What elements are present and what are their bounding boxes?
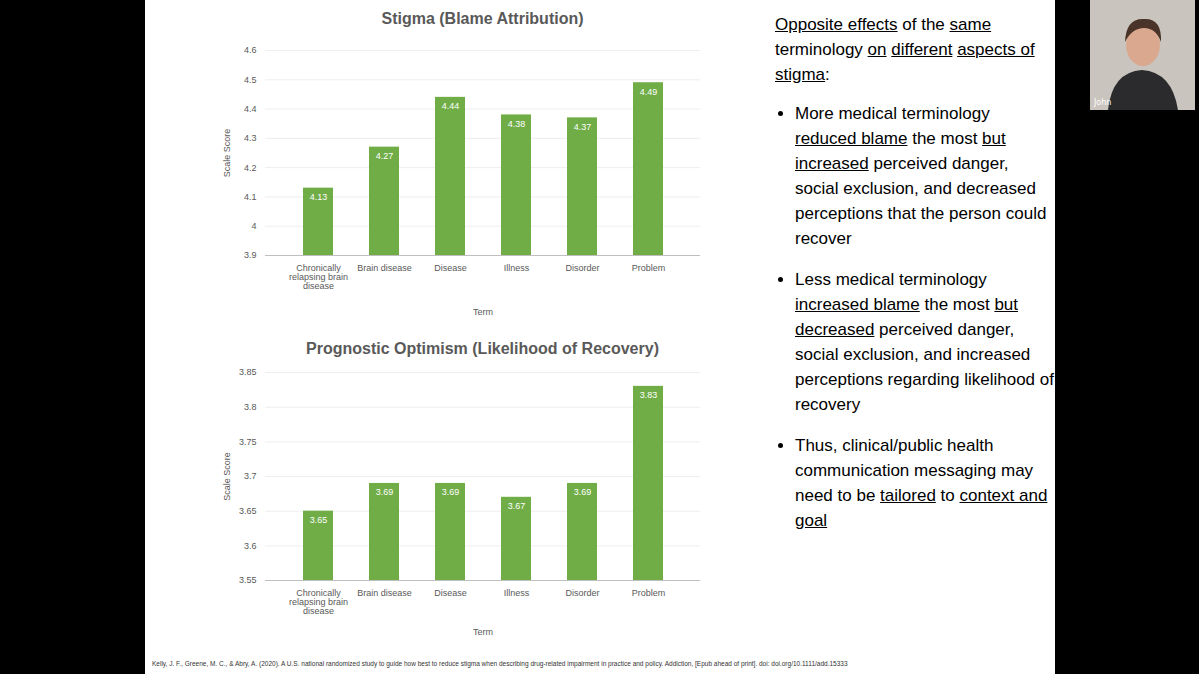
svg-text:Disease: Disease xyxy=(434,588,467,598)
svg-text:3.69: 3.69 xyxy=(574,487,592,497)
svg-text:4.6: 4.6 xyxy=(244,45,257,55)
svg-text:4.44: 4.44 xyxy=(442,101,460,111)
svg-text:4.27: 4.27 xyxy=(376,151,394,161)
svg-text:3.65: 3.65 xyxy=(239,506,257,516)
svg-text:4.3: 4.3 xyxy=(244,133,257,143)
svg-text:3.83: 3.83 xyxy=(640,390,658,400)
svg-text:3.6: 3.6 xyxy=(244,541,257,551)
svg-text:4.13: 4.13 xyxy=(310,192,328,202)
svg-text:Term: Term xyxy=(473,307,493,317)
svg-text:3.85: 3.85 xyxy=(239,367,257,377)
html-text:reduced blame the most but inc: reduced blame the most but increased per… xyxy=(795,129,1047,248)
svg-text:4.37: 4.37 xyxy=(574,122,592,132)
html-text:More medical terminology: More medical terminology xyxy=(795,104,990,123)
svg-text:Disorder: Disorder xyxy=(565,588,599,598)
svg-text:Chronicallyrelapsing braindise: Chronicallyrelapsing braindisease xyxy=(289,263,348,291)
html-text:Prognostic Optimism (Likelihoo: Prognostic Optimism (Likelihood of Recov… xyxy=(306,340,659,357)
svg-text:Chronicallyrelapsing braindise: Chronicallyrelapsing braindisease xyxy=(289,588,348,616)
svg-text:4: 4 xyxy=(251,221,256,231)
svg-text:4.5: 4.5 xyxy=(244,75,257,85)
html-text:Kelly, J. F., Greene, M. C., &: Kelly, J. F., Greene, M. C., & Abry, A. … xyxy=(152,660,848,667)
svg-text:3.69: 3.69 xyxy=(376,487,394,497)
svg-text:3.75: 3.75 xyxy=(239,437,257,447)
svg-text:Problem: Problem xyxy=(632,263,666,273)
html-text:John: John xyxy=(1094,98,1112,107)
svg-text:Problem: Problem xyxy=(632,588,666,598)
svg-text:Brain disease: Brain disease xyxy=(357,263,412,273)
svg-text:3.65: 3.65 xyxy=(310,515,328,525)
svg-text:Scale Score: Scale Score xyxy=(222,129,232,178)
html-text:Stigma (Blame Attribution): Stigma (Blame Attribution) xyxy=(381,10,584,27)
svg-text:3.9: 3.9 xyxy=(244,250,257,260)
svg-text:3.7: 3.7 xyxy=(244,471,257,481)
html-text:Thus, clinical/public health c: Thus, clinical/public health communicati… xyxy=(795,436,1048,530)
svg-text:4.4: 4.4 xyxy=(244,104,257,114)
html-text:Opposite effects of the same: Opposite effects of the same xyxy=(775,15,992,34)
svg-text:Scale Score: Scale Score xyxy=(222,452,232,501)
svg-text:Brain disease: Brain disease xyxy=(357,588,412,598)
svg-text:3.67: 3.67 xyxy=(508,501,526,511)
svg-text:4.2: 4.2 xyxy=(244,163,257,173)
svg-text:4.1: 4.1 xyxy=(244,192,257,202)
html-text:increased blame the most but d: increased blame the most but decreased p… xyxy=(795,295,1054,414)
svg-text:Disorder: Disorder xyxy=(565,263,599,273)
html-text:terminology on different aspec: terminology on different aspects of stig… xyxy=(775,40,1035,84)
svg-text:Disease: Disease xyxy=(434,263,467,273)
svg-text:3.55: 3.55 xyxy=(239,575,257,585)
svg-text:Illness: Illness xyxy=(504,263,530,273)
html-text:Less medical terminology: Less medical terminology xyxy=(795,270,987,289)
svg-text:3.8: 3.8 xyxy=(244,402,257,412)
svg-text:Term: Term xyxy=(473,627,493,637)
svg-text:3.69: 3.69 xyxy=(442,487,460,497)
svg-text:4.38: 4.38 xyxy=(508,119,526,129)
svg-text:Illness: Illness xyxy=(504,588,530,598)
svg-text:4.49: 4.49 xyxy=(640,87,658,97)
